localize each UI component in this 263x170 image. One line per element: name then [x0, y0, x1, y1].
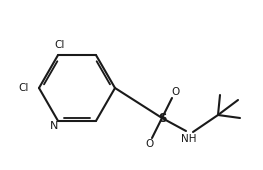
Text: S: S: [158, 112, 166, 124]
Text: Cl: Cl: [19, 83, 29, 93]
Text: O: O: [145, 139, 153, 149]
Text: O: O: [171, 87, 179, 97]
Text: NH: NH: [181, 134, 197, 144]
Text: N: N: [50, 121, 58, 131]
Text: Cl: Cl: [55, 40, 65, 50]
